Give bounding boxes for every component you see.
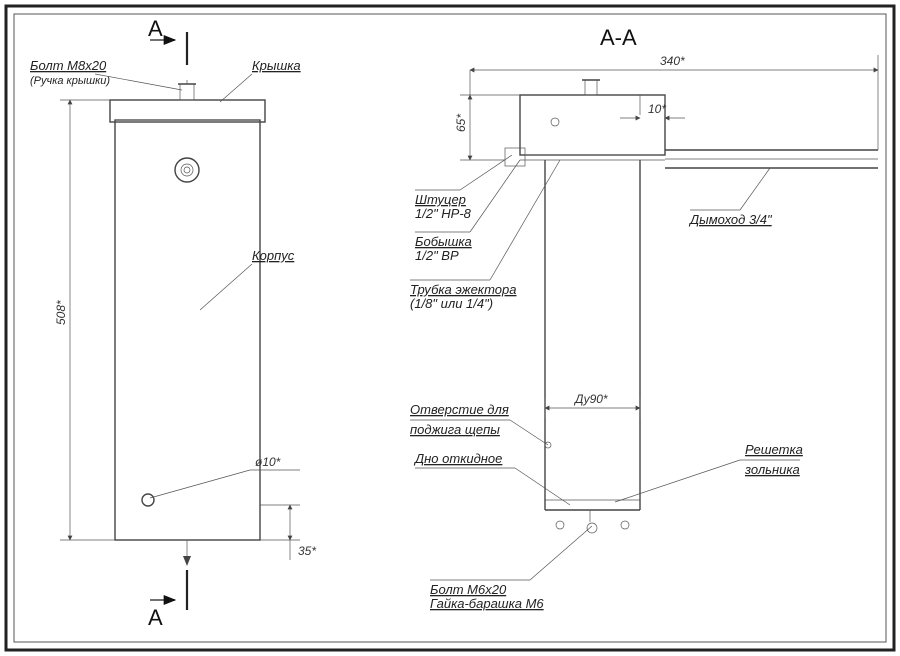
svg-text:Гайка-барашка М6: Гайка-барашка М6	[430, 596, 544, 611]
section-body	[545, 160, 640, 533]
front-boss	[175, 158, 199, 182]
label-bolt2: Болт М6х20 Гайка-барашка М6	[430, 526, 592, 611]
svg-text:Дымоход 3/4": Дымоход 3/4"	[688, 212, 773, 227]
section-arrow-top: A	[148, 16, 187, 65]
chimney	[665, 150, 878, 168]
ignition-hole	[142, 494, 154, 506]
svg-text:Отверстие для: Отверстие для	[410, 402, 509, 417]
svg-text:35*: 35*	[298, 544, 316, 558]
svg-text:(1/8" или 1/4"): (1/8" или 1/4")	[410, 296, 493, 311]
svg-text:Болт М8х20: Болт М8х20	[30, 58, 107, 73]
leader-phi10: ø10*	[150, 455, 300, 498]
label-lid: Крышка	[220, 58, 301, 102]
svg-text:10*: 10*	[648, 102, 666, 116]
svg-text:Решетка: Решетка	[745, 442, 803, 457]
dim-gap-10: 10*	[620, 95, 685, 118]
svg-text:65*: 65*	[454, 114, 468, 132]
inner-frame	[14, 14, 886, 642]
svg-text:Болт М6х20: Болт М6х20	[430, 582, 507, 597]
right-section: А-А	[410, 25, 878, 611]
label-grate: Решетка зольника	[615, 442, 803, 502]
label-chimney: Дымоход 3/4"	[688, 168, 773, 227]
left-view: A A 508* 35* ø10*	[30, 16, 316, 630]
dim-height: 508*	[54, 100, 115, 540]
section-letter-a-bot: A	[148, 605, 163, 630]
svg-text:1/2" ВР: 1/2" ВР	[415, 248, 459, 263]
section-lid	[505, 80, 665, 166]
outer-frame	[6, 6, 894, 650]
svg-text:Дно откидное: Дно откидное	[413, 451, 502, 466]
body-outline	[115, 120, 260, 540]
label-ignition: Отверстие для поджига щепы	[410, 402, 551, 448]
svg-text:Штуцер: Штуцер	[415, 192, 466, 207]
dim-lid-65: 65*	[454, 95, 520, 160]
label-bolt: Болт М8х20 (Ручка крышки)	[30, 58, 182, 90]
dim-top-340: 340*	[470, 54, 878, 150]
lid-outline	[110, 100, 265, 122]
svg-text:ø10*: ø10*	[255, 455, 281, 469]
svg-text:(Ручка крышки): (Ручка крышки)	[30, 75, 110, 87]
svg-text:Трубка эжектора: Трубка эжектора	[410, 282, 516, 297]
label-body: Корпус	[200, 248, 295, 310]
svg-text:508*: 508*	[54, 300, 68, 325]
svg-text:зольника: зольника	[744, 462, 800, 477]
svg-text:Ду90*: Ду90*	[573, 392, 608, 406]
svg-text:Корпус: Корпус	[252, 248, 295, 263]
section-title: А-А	[600, 25, 637, 50]
label-hinged: Дно откидное	[413, 451, 570, 505]
dim-dy90: Ду90*	[545, 392, 640, 418]
label-fitting: Штуцер 1/2" НР-8	[415, 155, 512, 221]
svg-text:поджига щепы: поджига щепы	[410, 422, 500, 437]
svg-text:1/2" НР-8: 1/2" НР-8	[415, 206, 472, 221]
svg-text:Крышка: Крышка	[252, 58, 301, 73]
svg-text:Бобышка: Бобышка	[415, 234, 472, 249]
section-arrow-bot: A	[148, 570, 187, 630]
section-letter-a-top: A	[148, 16, 163, 41]
svg-text:340*: 340*	[660, 54, 685, 68]
dim-bottom: 35*	[260, 505, 316, 560]
